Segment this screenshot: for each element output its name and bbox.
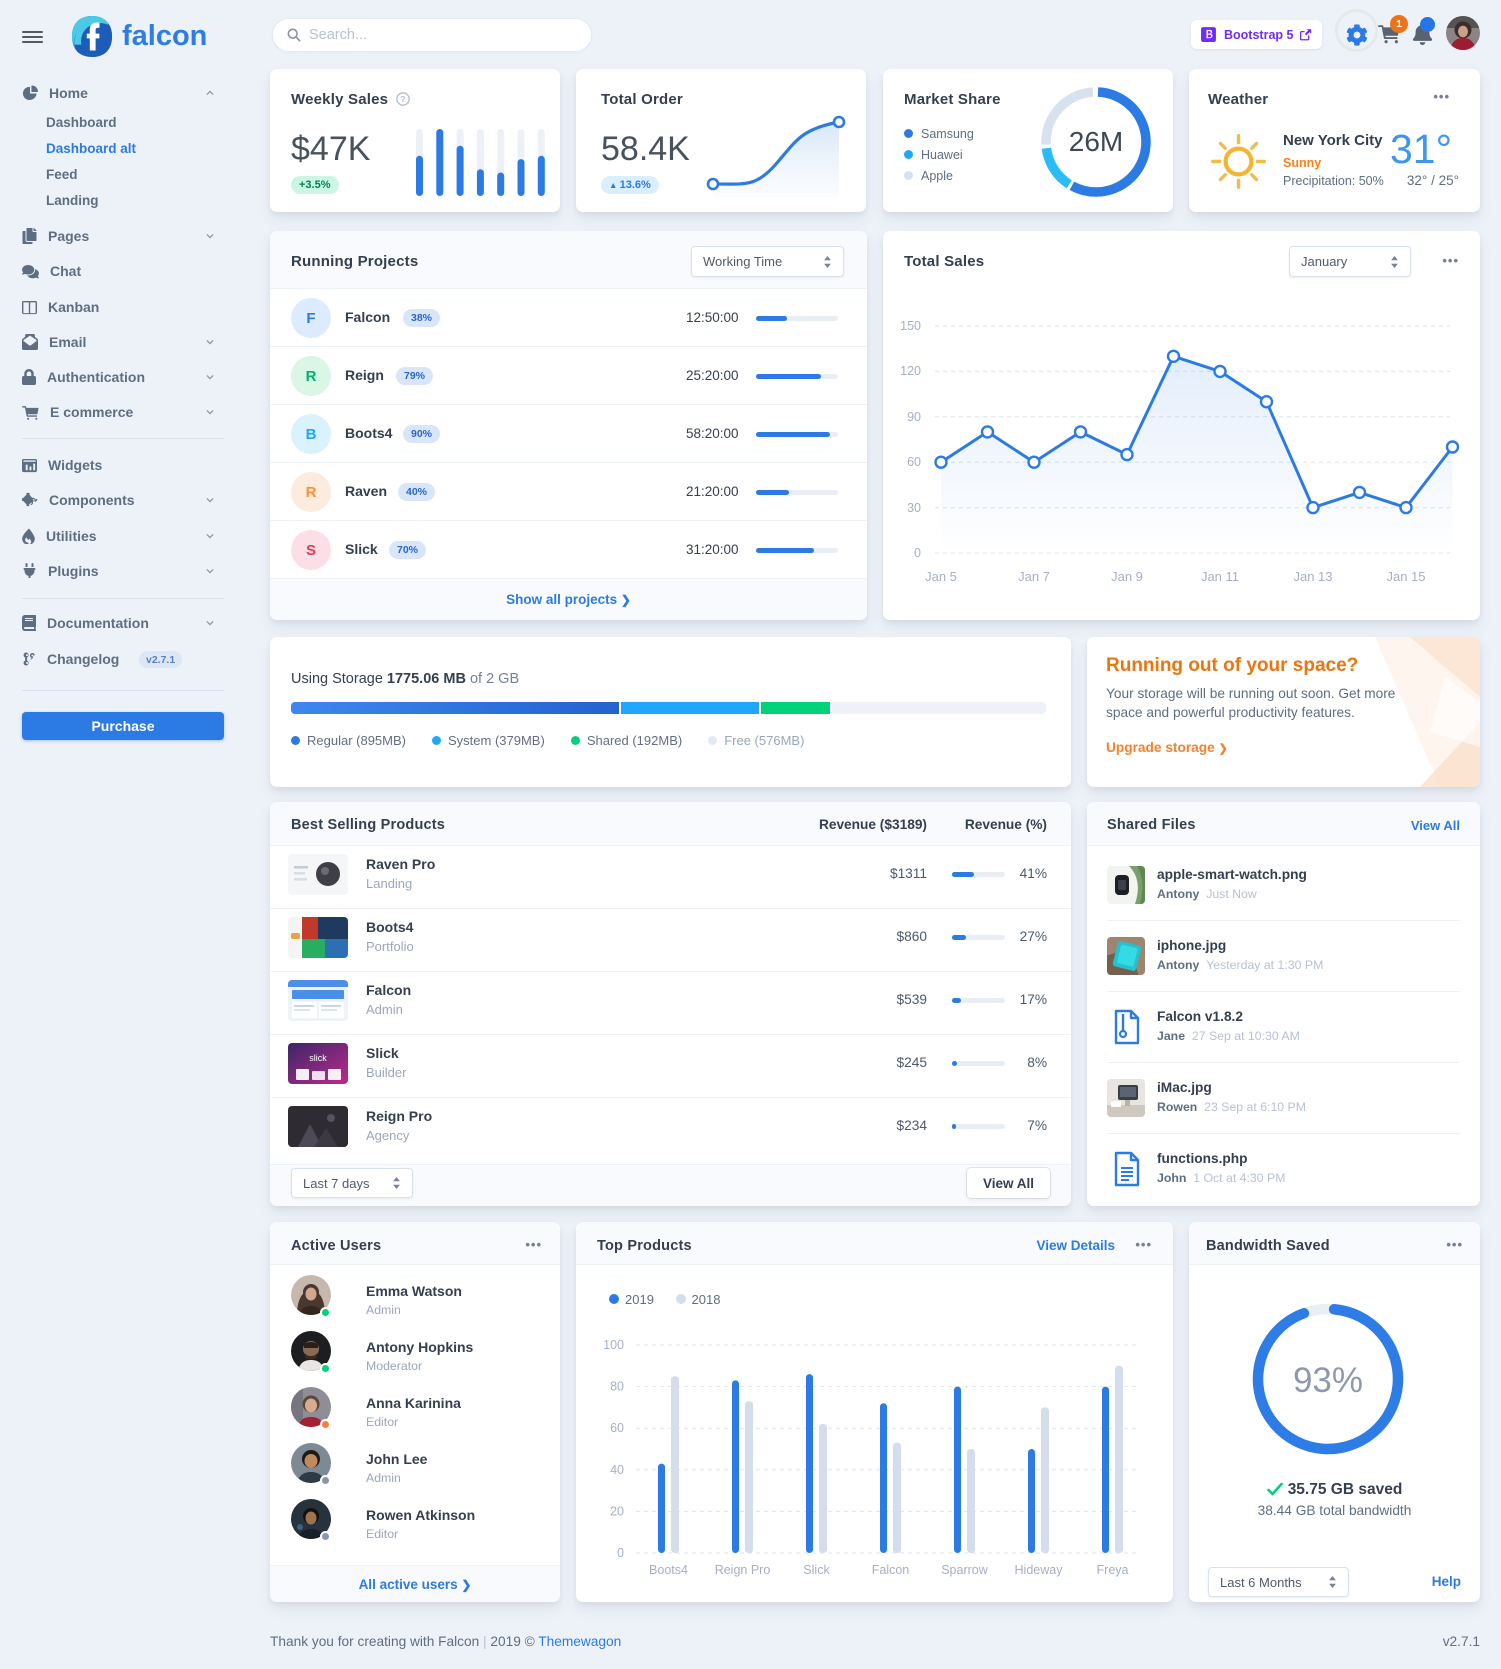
svg-text:0: 0 [617,1546,624,1560]
svg-text:?: ? [400,94,405,104]
svg-text:Slick: Slick [803,1563,830,1577]
svg-text:Jan 5: Jan 5 [925,569,957,584]
svg-text:Sparrow: Sparrow [941,1563,989,1577]
svg-text:150: 150 [900,319,921,333]
svg-text:40: 40 [610,1463,624,1477]
svg-text:60: 60 [610,1421,624,1435]
svg-text:Jan 15: Jan 15 [1386,569,1425,584]
svg-text:0: 0 [914,546,921,560]
svg-text:100: 100 [603,1338,624,1352]
svg-text:80: 80 [610,1380,624,1394]
svg-text:Jan 11: Jan 11 [1201,569,1239,584]
svg-text:20: 20 [610,1504,624,1518]
svg-text:Boots4: Boots4 [649,1563,688,1577]
svg-text:Jan 13: Jan 13 [1293,569,1332,584]
svg-text:60: 60 [907,455,921,469]
svg-text:slick: slick [309,1053,327,1063]
svg-text:26M: 26M [1069,126,1123,157]
svg-text:93%: 93% [1293,1361,1363,1400]
svg-text:Falcon: Falcon [872,1563,910,1577]
svg-text:Jan 7: Jan 7 [1018,569,1050,584]
svg-text:Freya: Freya [1097,1563,1129,1577]
svg-text:30: 30 [907,501,921,515]
svg-text:120: 120 [900,364,921,378]
svg-text:Jan 9: Jan 9 [1111,569,1143,584]
svg-text:Hideway: Hideway [1015,1563,1064,1577]
svg-text:90: 90 [907,410,921,424]
svg-text:Reign Pro: Reign Pro [715,1563,771,1577]
